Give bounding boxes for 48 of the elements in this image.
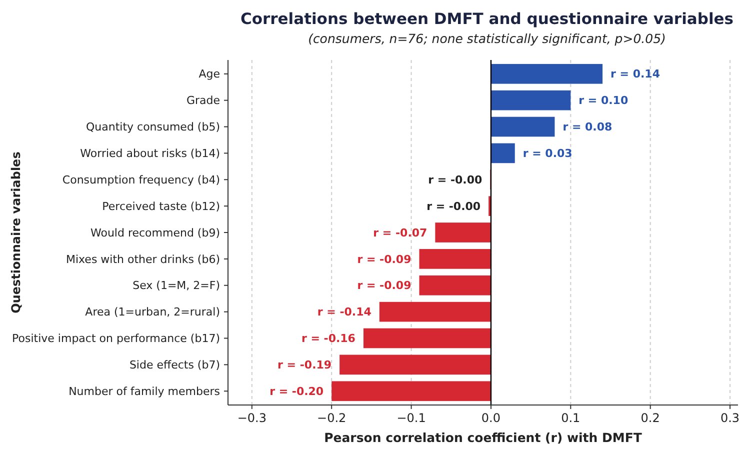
x-tick-label: 0.2 [640, 411, 660, 425]
data-label: r = -0.00 [426, 200, 481, 213]
bar [490, 143, 515, 164]
y-tick-label: Side effects (b7) [129, 358, 220, 372]
y-tick-label: Would recommend (b9) [90, 226, 220, 240]
bar [379, 302, 491, 322]
x-tick-label: −0.2 [317, 411, 346, 425]
bar [363, 328, 491, 348]
chart-subtitle: (consumers, n=76; none statistically significant, p>0.05) [308, 31, 666, 46]
x-tick-label: −0.3 [237, 411, 266, 425]
x-tick-label: 0.1 [561, 411, 580, 425]
data-label: r = -0.09 [357, 252, 412, 266]
y-tick-label: Area (1=urban, 2=rural) [85, 306, 220, 319]
y-tick-label: Consumption frequency (b4) [62, 173, 220, 186]
bar [490, 116, 555, 137]
bar [332, 381, 491, 402]
bar [340, 354, 491, 375]
bar [419, 249, 491, 269]
data-label: r = -0.16 [301, 332, 356, 346]
data-label: r = -0.19 [278, 358, 332, 372]
y-tick-label: Worried about risks (b14) [80, 147, 220, 160]
y-tick-label: Grade [186, 94, 220, 108]
bar [490, 64, 603, 84]
bar [419, 275, 491, 296]
data-label: r = -0.09 [357, 279, 412, 292]
y-tick-label: Perceived taste (b12) [102, 200, 220, 213]
data-label: r = -0.14 [317, 306, 372, 319]
x-tick-label: −0.1 [396, 411, 426, 425]
x-tick-label: 0.0 [481, 411, 501, 425]
data-label: r = 0.10 [578, 94, 628, 108]
data-label: r = -0.00 [428, 173, 483, 186]
data-label: r = 0.14 [610, 68, 660, 81]
chart-title: Correlations between DMFT and questionnaire variables [240, 10, 734, 28]
bar [435, 222, 491, 242]
y-tick-label: Mixes with other drinks (b6) [66, 252, 220, 266]
data-label: r = -0.20 [270, 384, 324, 398]
data-label: r = 0.08 [562, 120, 612, 134]
x-axis-title: Pearson correlation coefficient (r) with DMFT [324, 430, 642, 445]
y-tick-label: Age [198, 68, 220, 81]
y-tick-label: Positive impact on performance (b17) [12, 332, 220, 346]
y-tick-label: Sex (1=M, 2=F) [132, 279, 220, 292]
x-tick-label: 0.3 [720, 411, 740, 425]
y-tick-label: Number of family members [68, 384, 220, 398]
data-label: r = -0.07 [373, 226, 428, 240]
data-label: r = 0.03 [522, 147, 572, 160]
y-axis-title: Questionnaire variables [9, 152, 23, 314]
bar [490, 90, 571, 110]
y-tick-label: Quantity consumed (b5) [86, 120, 220, 134]
